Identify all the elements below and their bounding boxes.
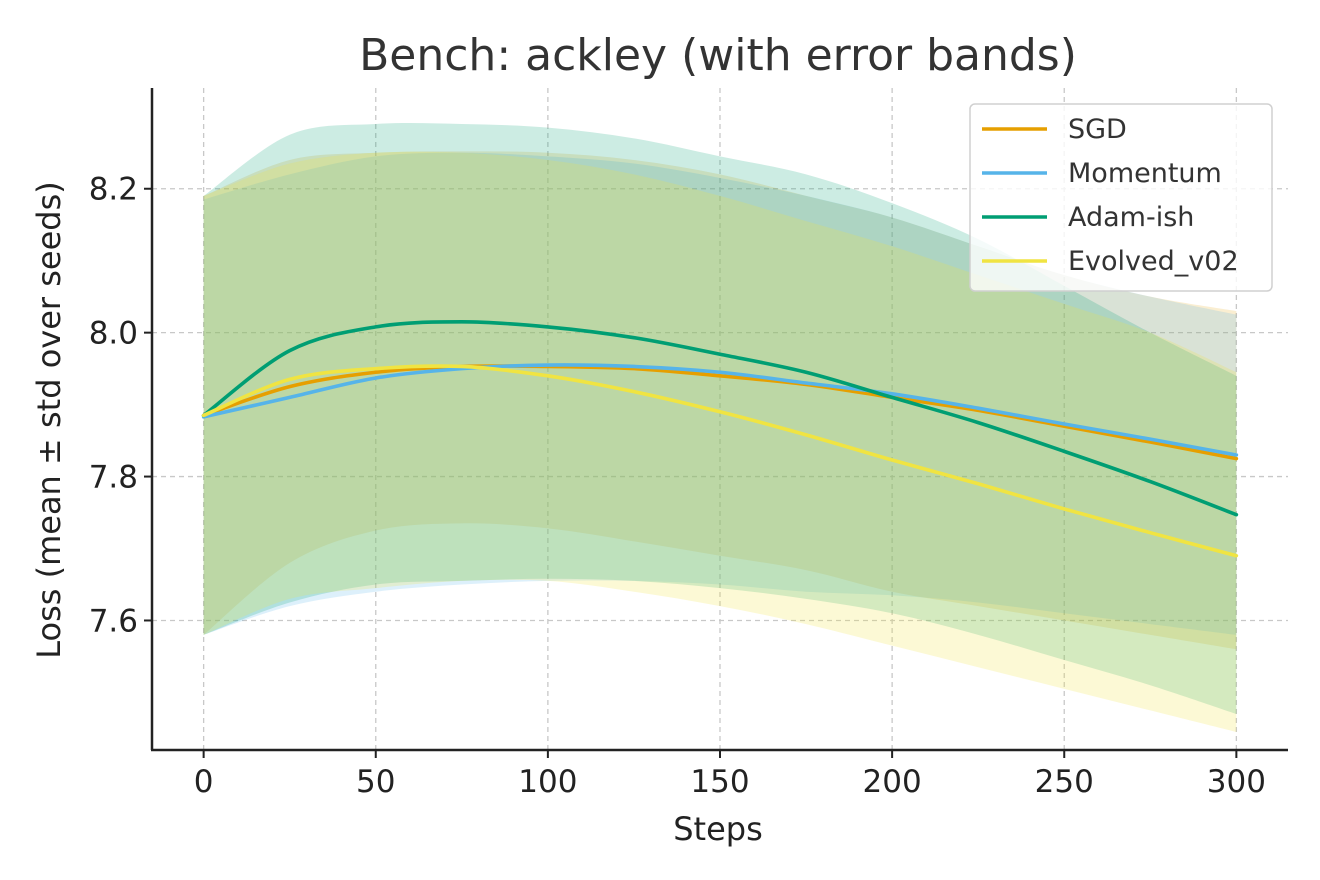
x-tick-label: 150 xyxy=(690,764,749,800)
axis-ticks: 0 50 100 150 200 250 300 7.6 7.8 8.0 8.2 xyxy=(89,172,1266,800)
series-lines xyxy=(201,320,1239,558)
series-line-adam-ish xyxy=(201,320,1239,517)
series-line-momentum xyxy=(201,363,1239,457)
series-line-evolved-v02 xyxy=(201,364,1239,558)
legend-label-momentum: Momentum xyxy=(1068,158,1222,189)
legend-label-sgd: SGD xyxy=(1068,114,1127,145)
y-tick-label: 8.2 xyxy=(89,172,138,208)
y-axis-label: Loss (mean ± std over seeds) xyxy=(30,181,68,659)
y-tick-label: 7.6 xyxy=(89,603,138,639)
legend-box xyxy=(969,103,1273,292)
x-tick-label: 0 xyxy=(194,764,214,800)
x-tick-label: 300 xyxy=(1207,764,1266,800)
y-tick-label: 7.8 xyxy=(89,460,138,496)
x-tick-label: 250 xyxy=(1035,764,1094,800)
x-tick-label: 100 xyxy=(518,764,577,800)
x-tick-label: 200 xyxy=(863,764,922,800)
legend-label-adam-ish: Adam-ish xyxy=(1068,202,1194,233)
x-tick-label: 50 xyxy=(356,764,395,800)
y-tick-label: 8.0 xyxy=(89,316,138,352)
legend-label-evolved-v02: Evolved_v02 xyxy=(1068,246,1239,277)
legend: SGD Momentum Adam-ish Evolved_v02 xyxy=(969,103,1273,292)
error-band-evolved-v02 xyxy=(203,151,1237,733)
x-axis-label: Steps xyxy=(673,810,763,848)
chart-title: Bench: ackley (with error bands) xyxy=(359,30,1077,81)
series-line-sgd xyxy=(201,364,1239,461)
